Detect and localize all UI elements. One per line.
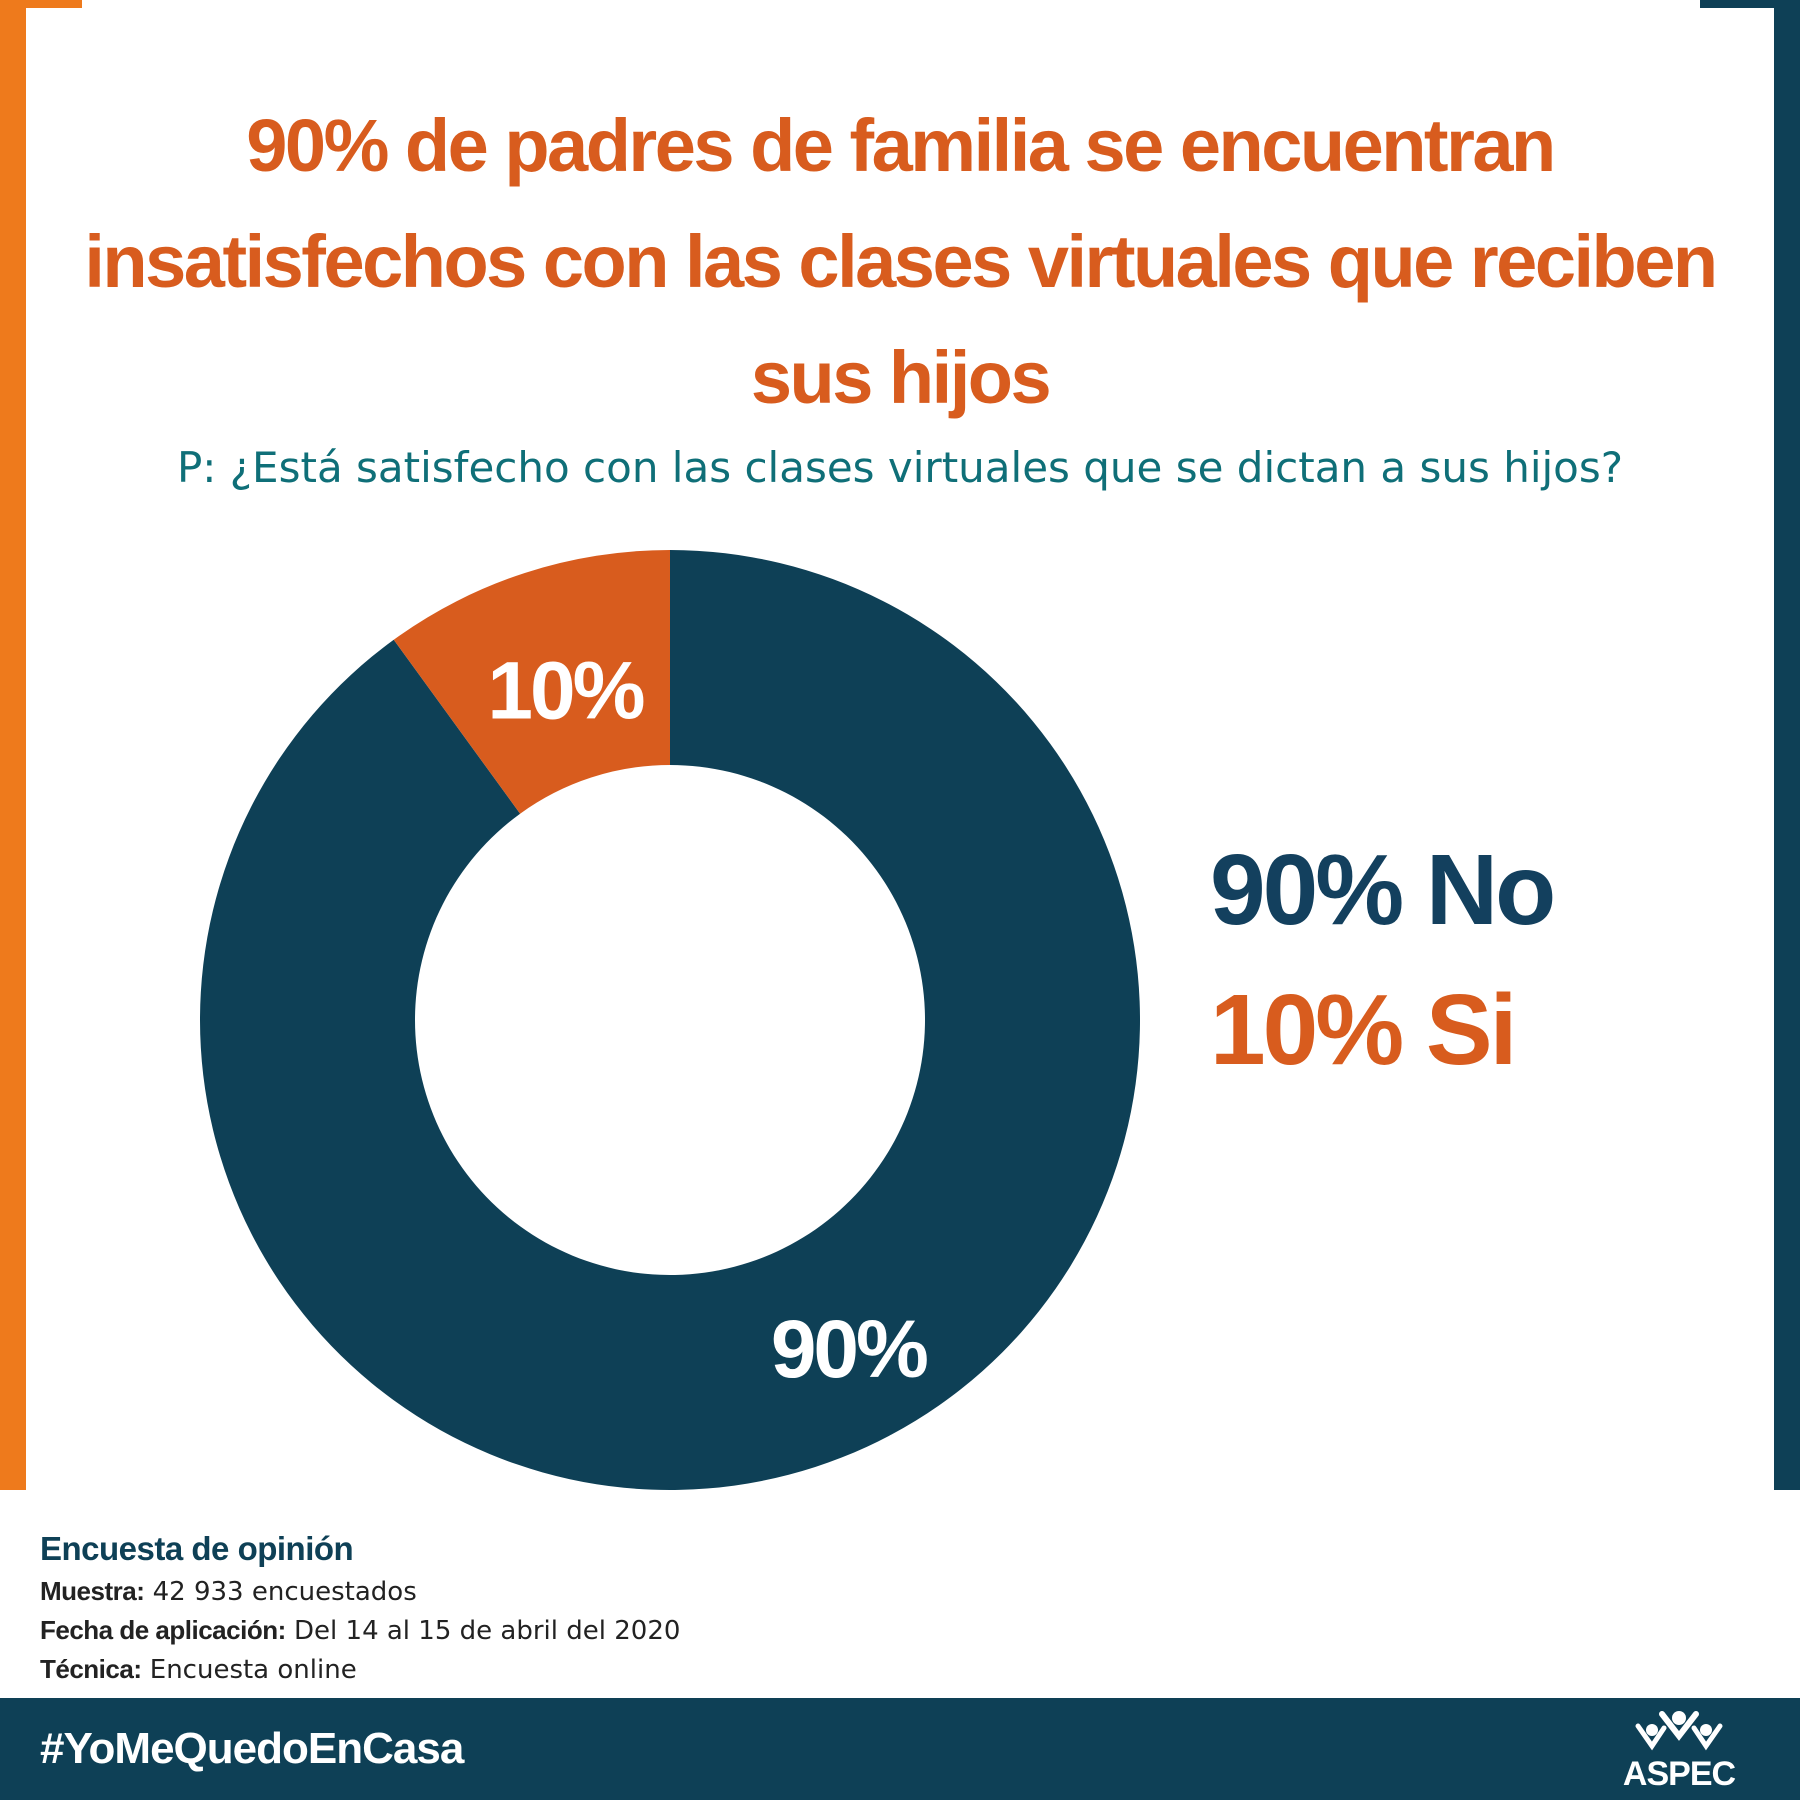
legend-entry-si: 10% Si bbox=[1210, 974, 1517, 1086]
donut-slice-si bbox=[393, 550, 670, 814]
donut-slice-no bbox=[199, 550, 1140, 1490]
donut-label-no: 90% bbox=[771, 1304, 927, 1395]
frame-left-bar bbox=[0, 0, 26, 1490]
survey-value: 42 933 encuestados bbox=[152, 1577, 417, 1607]
survey-value: Encuesta online bbox=[149, 1655, 357, 1685]
chart-legend: 90% No 10% Si bbox=[1210, 820, 1630, 1100]
survey-row-sample: Muestra: 42 933 encuestados bbox=[40, 1572, 680, 1611]
aspec-logo: ASPEC bbox=[1604, 1706, 1754, 1796]
hashtag: #YoMeQuedoEnCasa bbox=[40, 1724, 464, 1773]
logo-text: ASPEC bbox=[1622, 1755, 1736, 1793]
survey-row-date: Fecha de aplicación: Del 14 al 15 de abr… bbox=[40, 1611, 680, 1650]
survey-label: Fecha de aplicación: bbox=[40, 1615, 286, 1645]
donut-chart: 90% 10% bbox=[199, 550, 1140, 1490]
frame-right-bar bbox=[1774, 0, 1800, 1490]
page-title: 90% de padres de familia se encuentran i… bbox=[84, 104, 1718, 419]
survey-details: Encuesta de opinión Muestra: 42 933 encu… bbox=[40, 1526, 680, 1689]
survey-question: P: ¿Está satisfecho con las clases virtu… bbox=[176, 443, 1624, 492]
footer-bar: #YoMeQuedoEnCasa ASPEC bbox=[0, 1698, 1800, 1800]
legend-entry-no: 90% No bbox=[1210, 834, 1556, 946]
donut-label-si: 10% bbox=[487, 645, 643, 736]
people-celebrating-icon bbox=[1635, 1711, 1723, 1751]
frame-left-cap bbox=[0, 0, 82, 8]
survey-title: Encuesta de opinión bbox=[40, 1530, 354, 1567]
survey-row-technique: Técnica: Encuesta online bbox=[40, 1650, 680, 1689]
survey-label: Muestra: bbox=[40, 1576, 145, 1606]
survey-label: Técnica: bbox=[40, 1654, 142, 1684]
survey-value: Del 14 al 15 de abril del 2020 bbox=[294, 1616, 681, 1646]
frame-right-cap bbox=[1700, 0, 1800, 8]
